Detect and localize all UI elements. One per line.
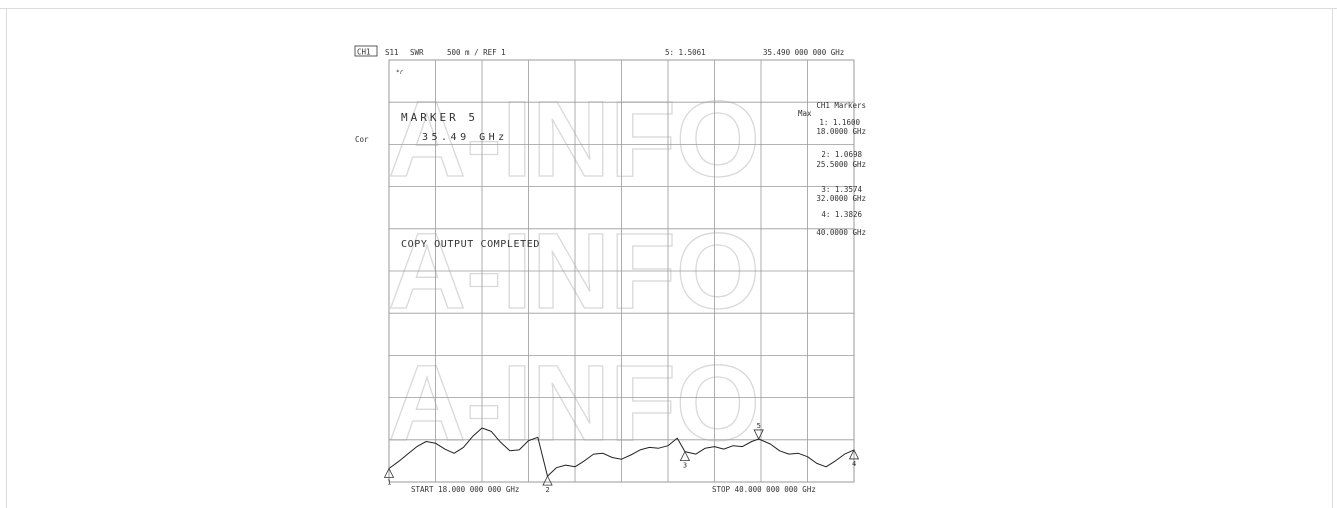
correction-indicator: Cor	[355, 135, 369, 144]
marker-entry-frequency: 40.0000 GHz	[816, 228, 866, 237]
marker-entry-value: 3: 1.3574	[821, 185, 862, 194]
watermark-text-3: A-INFO	[388, 342, 760, 463]
watermark-text-2: A-INFO	[388, 210, 760, 331]
marker-table-mode: Max	[798, 109, 812, 118]
marker-3-label: 3	[683, 462, 687, 470]
scale-label: 500 m / REF 1	[447, 48, 506, 57]
marker-table-title: CH1 Markers	[816, 101, 866, 110]
swr-trace	[388, 427, 855, 477]
active-marker-frequency: 35.490 000 000 GHz	[763, 48, 844, 57]
marker-1-label: 1	[387, 478, 391, 486]
marker-table: CH1 Markers Max 1: 1.1600 18.0000 GHz 2:…	[798, 101, 866, 237]
watermark-text-1: A-INFO	[388, 78, 760, 199]
plot-area: 1 2 3 4 5	[383, 422, 860, 494]
marker-entry-value: 1: 1.1600	[819, 118, 860, 127]
page-frame-right	[1332, 8, 1333, 508]
channel-label: CH1	[357, 48, 371, 57]
marker-title: MARKER 5	[401, 111, 478, 124]
marker-entry-frequency: 18.0000 GHz	[816, 127, 866, 136]
marker-entry-value: 4: 1.3826	[821, 210, 862, 219]
marker-frequency: 35.49 GHz	[422, 132, 508, 143]
page-frame-top	[0, 8, 1337, 9]
marker-3-symbol[interactable]	[679, 450, 691, 462]
copy-status: COPY OUTPUT COMPLETED	[401, 239, 540, 250]
marker-4-label: 4	[852, 460, 856, 468]
s-param-label: S11	[385, 48, 399, 57]
marker-1-symbol[interactable]	[383, 467, 395, 478]
marker-entry-value: 2: 1.0698	[821, 150, 862, 159]
page-frame-left	[6, 8, 7, 508]
format-label: SWR	[410, 48, 424, 57]
marker-entry-frequency: 32.0000 GHz	[816, 194, 866, 203]
marker-5-label: 5	[757, 422, 761, 430]
graticule	[388, 59, 855, 483]
corner-symbol: *r	[396, 69, 404, 76]
marker-4-symbol[interactable]	[848, 449, 860, 460]
channel-box[interactable]	[354, 45, 378, 57]
watermark: A-INFO A-INFO A-INFO	[387, 77, 760, 463]
start-frequency: START 18.000 000 000 GHz	[411, 485, 519, 494]
active-marker-readout: 5: 1.5061	[665, 48, 706, 57]
stop-frequency: STOP 40.000 000 000 GHz	[712, 485, 816, 494]
marker-5-symbol[interactable]	[753, 429, 764, 440]
marker-2-label: 2	[546, 486, 550, 494]
marker-entry-frequency: 25.5000 GHz	[816, 160, 866, 169]
marker-2-symbol[interactable]	[542, 475, 553, 486]
